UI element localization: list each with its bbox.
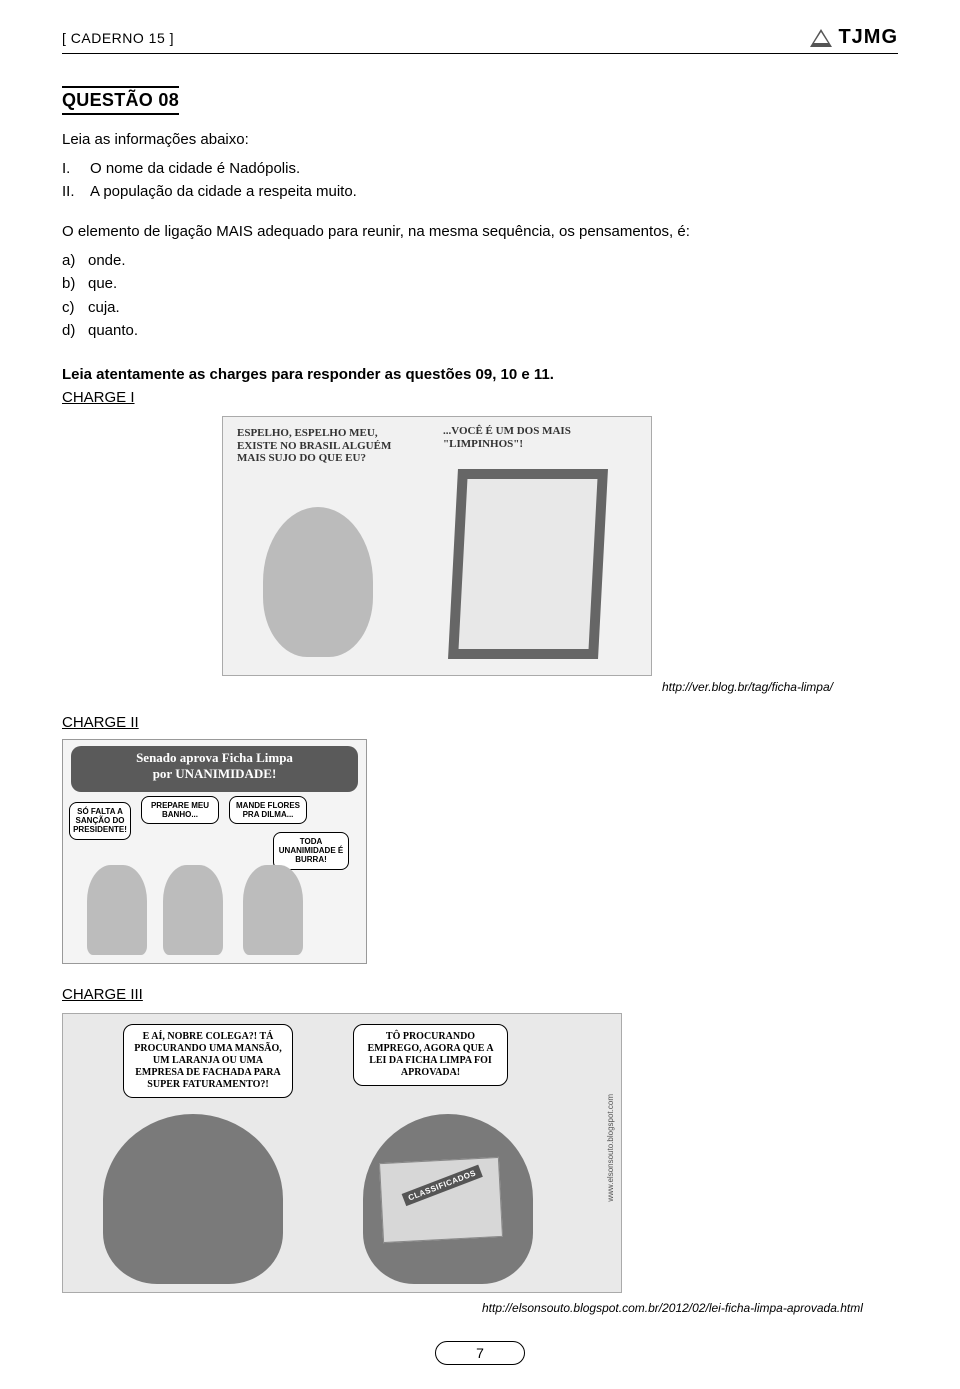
org-logo-icon xyxy=(810,29,832,47)
charge2-banner: Senado aprova Ficha Limpa por UNANIMIDAD… xyxy=(71,746,358,792)
charge3-side-credit: www.elsonsouto.blogspot.com xyxy=(606,1094,615,1202)
charge2-banner-line1: Senado aprova Ficha Limpa xyxy=(136,750,293,765)
info-text: A população da cidade a respeita muito. xyxy=(90,180,357,203)
charge3-image: E AÍ, NOBRE COLEGA?! TÁ PROCURANDO UMA M… xyxy=(62,1013,622,1293)
charge2-bubble-1: SÓ FALTA A SANÇÃO DO PRESIDENTE! xyxy=(69,802,131,840)
charge2-bubble-2: PREPARE MEU BANHO... xyxy=(141,796,219,824)
info-row: II. A população da cidade a respeita mui… xyxy=(62,180,898,203)
info-number: I. xyxy=(62,157,90,180)
option-row: b) que. xyxy=(62,272,898,295)
charge2-person-shape xyxy=(163,865,223,955)
header-divider xyxy=(62,53,898,54)
charge3-bubble-left: E AÍ, NOBRE COLEGA?! TÁ PROCURANDO UMA M… xyxy=(123,1024,293,1098)
caderno-label: [ CADERNO 15 ] xyxy=(62,30,174,46)
charge2-bubble-4: TODA UNANIMIDADE É BURRA! xyxy=(273,832,349,870)
charge3-bubble-right: TÔ PROCURANDO EMPREGO, AGORA QUE A LEI D… xyxy=(353,1024,508,1086)
charge3-credit: http://elsonsouto.blogspot.com.br/2012/0… xyxy=(482,1301,898,1315)
charge1-person-shape xyxy=(263,507,373,657)
charge3-person-left-shape xyxy=(103,1114,283,1284)
option-row: a) onde. xyxy=(62,249,898,272)
info-row: I. O nome da cidade é Nadópolis. xyxy=(62,157,898,180)
charge3-newspaper-label: CLASSIFICADOS xyxy=(402,1165,483,1206)
charge3-newspaper-shape: CLASSIFICADOS xyxy=(379,1157,503,1243)
charge1-credit: http://ver.blog.br/tag/ficha-limpa/ xyxy=(662,680,898,694)
option-text: quanto. xyxy=(88,319,138,342)
option-letter: d) xyxy=(62,319,88,342)
charge1-speech-left: ESPELHO, ESPELHO MEU, EXISTE NO BRASIL A… xyxy=(237,427,392,465)
charge1-image: ESPELHO, ESPELHO MEU, EXISTE NO BRASIL A… xyxy=(222,416,652,676)
option-text: que. xyxy=(88,272,117,295)
page-header: [ CADERNO 15 ] TJMG xyxy=(62,26,898,49)
page-number: 7 xyxy=(435,1341,525,1365)
question-stem: O elemento de ligação MAIS adequado para… xyxy=(62,221,898,243)
question-lead: Leia as informações abaixo: xyxy=(62,129,898,151)
option-letter: a) xyxy=(62,249,88,272)
option-row: d) quanto. xyxy=(62,319,898,342)
option-text: cuja. xyxy=(88,296,120,319)
org-group: TJMG xyxy=(810,26,898,49)
charge2-person-shape xyxy=(243,865,303,955)
info-list: I. O nome da cidade é Nadópolis. II. A p… xyxy=(62,157,898,204)
option-text: onde. xyxy=(88,249,126,272)
charge2-bubble-3: MANDE FLORES PRA DILMA... xyxy=(229,796,307,824)
option-letter: c) xyxy=(62,296,88,319)
charge2-heading: CHARGE II xyxy=(62,714,898,731)
charge2-banner-line2: por UNANIMIDADE! xyxy=(153,766,277,781)
info-number: II. xyxy=(62,180,90,203)
info-text: O nome da cidade é Nadópolis. xyxy=(90,157,300,180)
question-title: QUESTÃO 08 xyxy=(62,86,179,115)
option-letter: b) xyxy=(62,272,88,295)
options-list: a) onde. b) que. c) cuja. d) quanto. xyxy=(62,249,898,342)
charge1-mirror-shape xyxy=(448,469,608,659)
instruction-text: Leia atentamente as charges para respond… xyxy=(62,366,898,383)
charge3-heading: CHARGE III xyxy=(62,986,898,1003)
charge1-heading: CHARGE I xyxy=(62,389,898,406)
org-label: TJMG xyxy=(838,26,898,49)
charge1-speech-right: ...VOCÊ É UM DOS MAIS "LIMPINHOS"! xyxy=(443,425,633,450)
option-row: c) cuja. xyxy=(62,296,898,319)
question-title-wrap: QUESTÃO 08 xyxy=(62,86,179,115)
charge2-image: Senado aprova Ficha Limpa por UNANIMIDAD… xyxy=(62,739,367,964)
charge2-person-shape xyxy=(87,865,147,955)
